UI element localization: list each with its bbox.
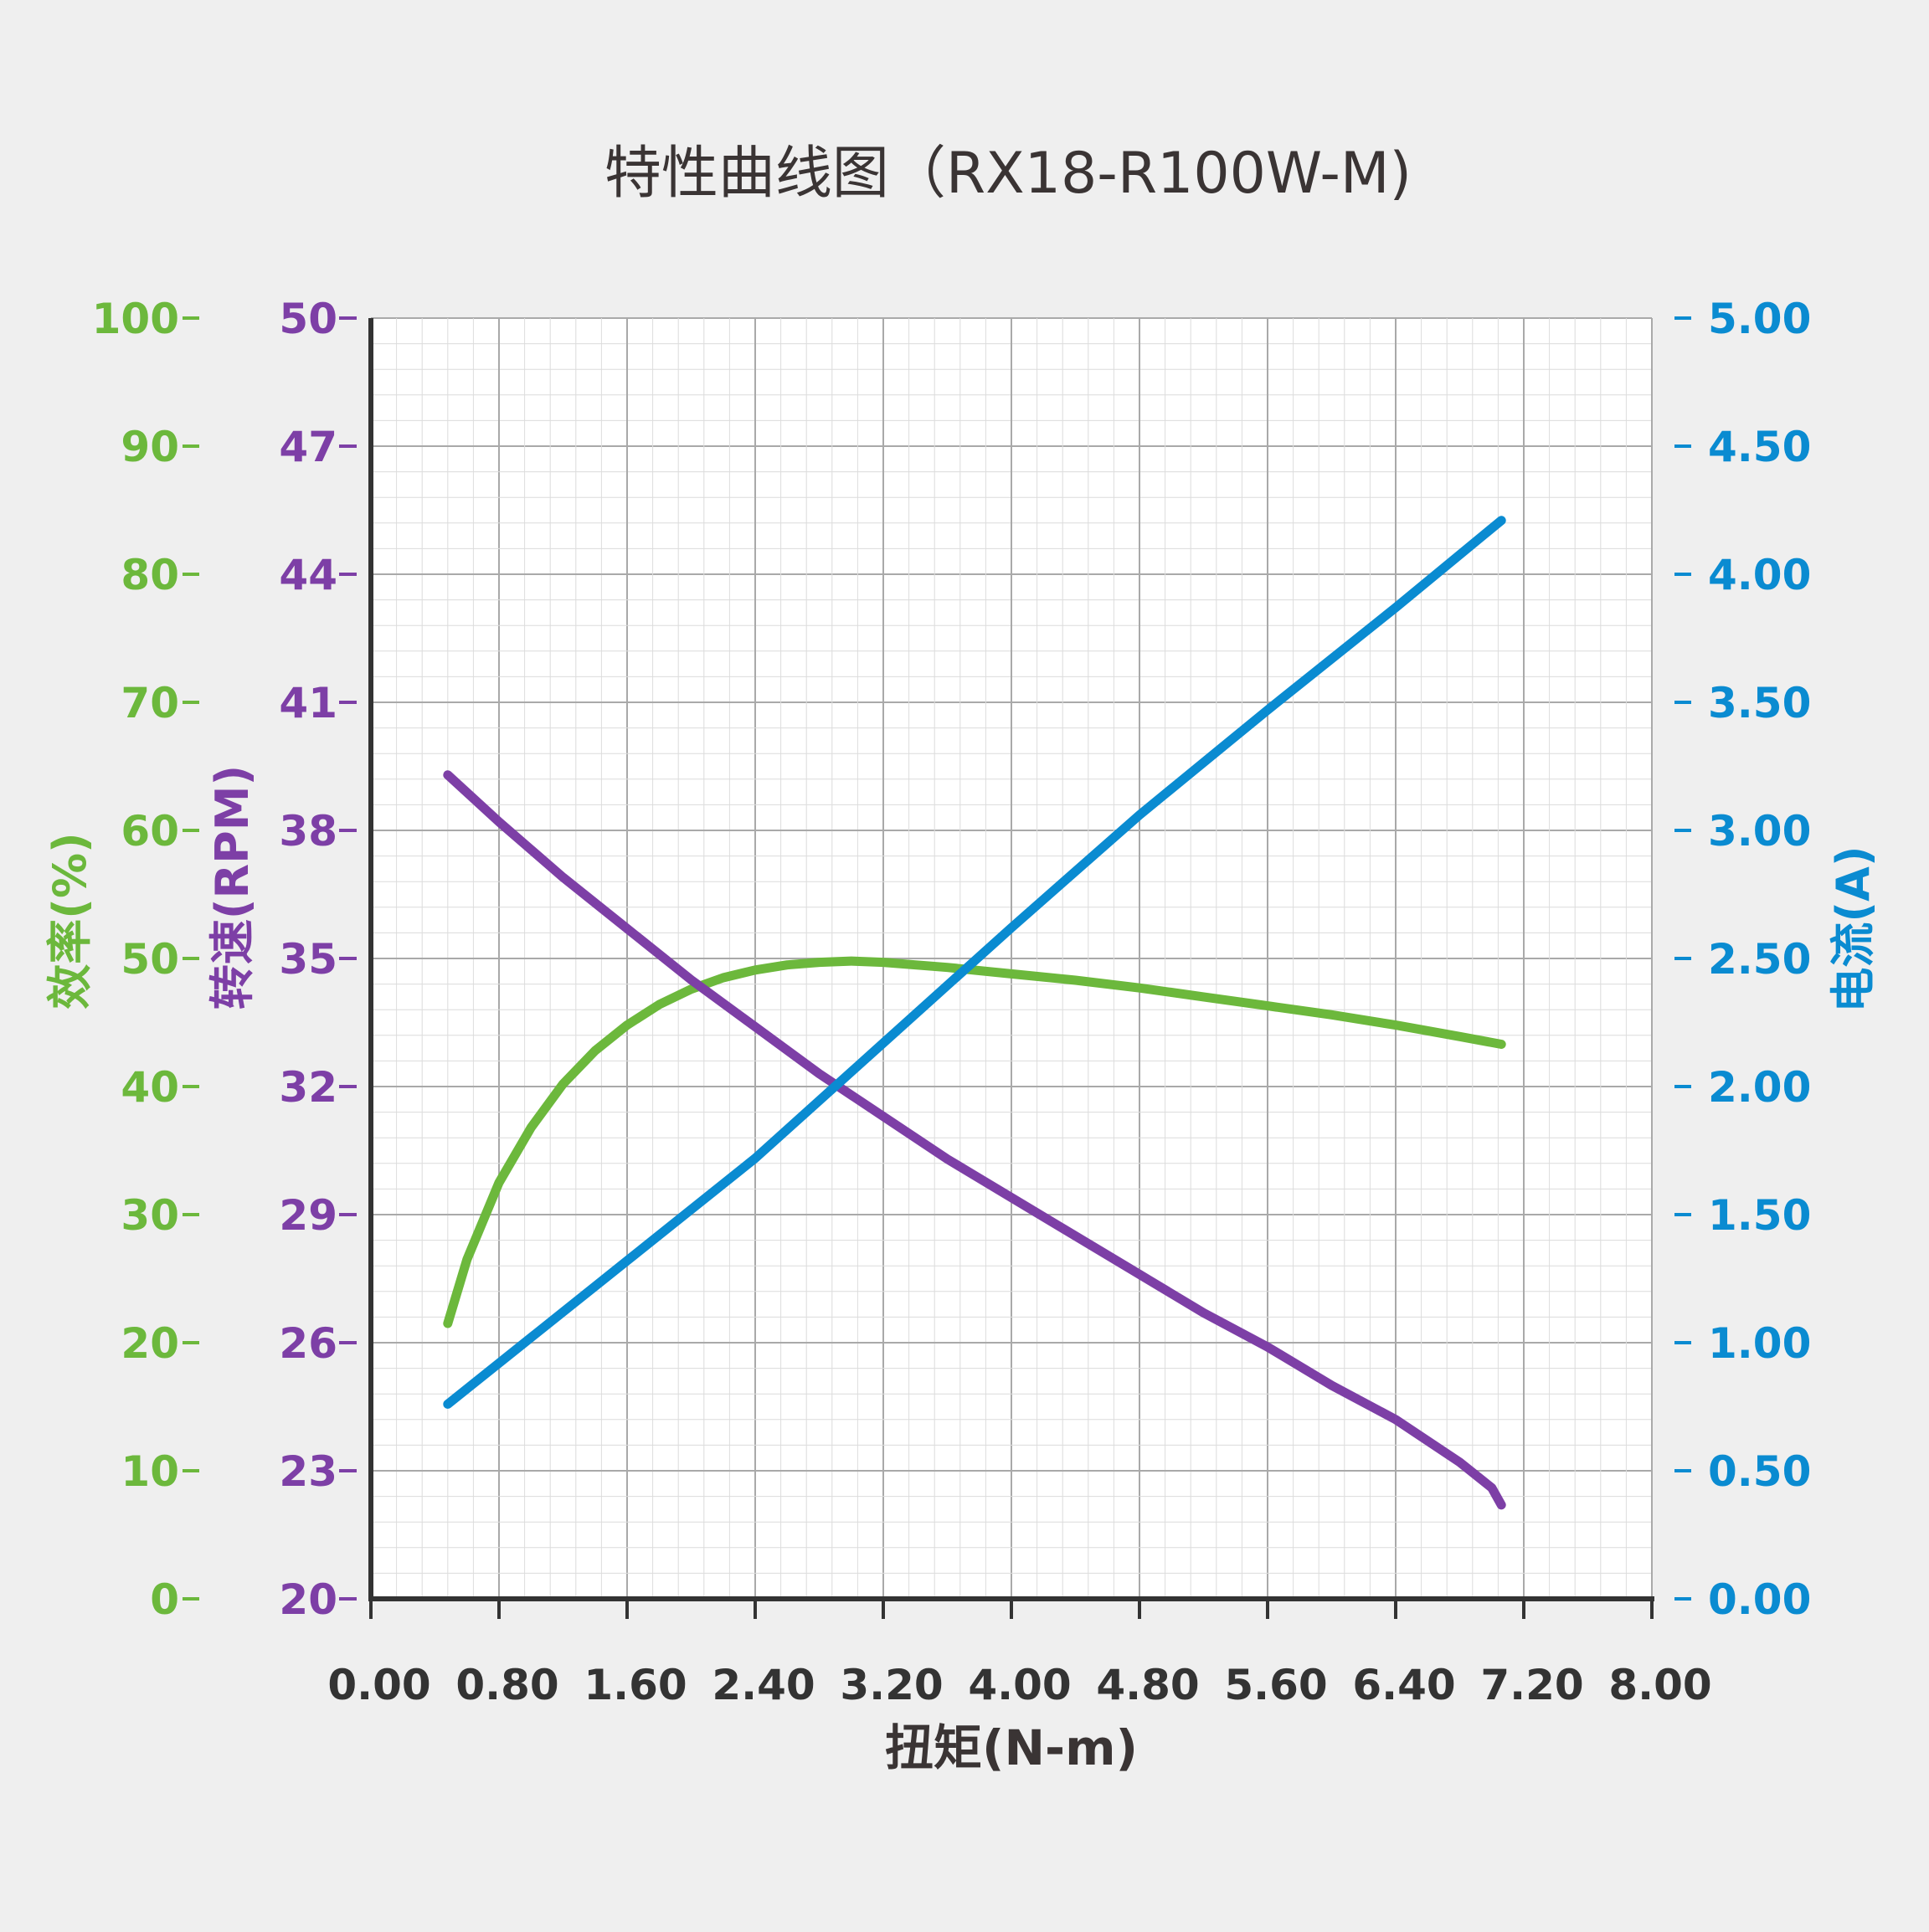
current-tick-label: 0.00 (1708, 1575, 1811, 1624)
x-tick-label: 0.80 (455, 1661, 558, 1709)
speed-tick-label: 47 (279, 423, 337, 471)
x-tick-label: 6.40 (1352, 1661, 1455, 1709)
efficiency-tick-label: 0 (150, 1575, 179, 1624)
speed-tick-label: 23 (279, 1447, 337, 1496)
current-axis-label: 电流(A) (1827, 845, 1880, 1012)
efficiency-tick-label: 90 (121, 423, 179, 471)
efficiency-tick-label: 40 (121, 1063, 179, 1112)
current-tick-label: 2.00 (1708, 1063, 1811, 1112)
speed-axis-label: 转速(RPM) (206, 765, 259, 1010)
x-tick-label: 7.20 (1480, 1661, 1583, 1709)
current-tick-label: 4.00 (1708, 551, 1811, 599)
efficiency-tick-label: 100 (92, 295, 179, 343)
efficiency-tick-label: 30 (121, 1191, 179, 1240)
efficiency-tick-label: 80 (121, 551, 179, 599)
speed-tick-label: 35 (279, 935, 337, 984)
x-tick-label: 8.00 (1608, 1661, 1711, 1709)
efficiency-series-line (443, 956, 1506, 1328)
efficiency-tick-label: 20 (121, 1319, 179, 1368)
speed-tick-label: 44 (279, 551, 337, 599)
chart-title: 特性曲线图（RX18-R100W-M) (604, 141, 1412, 207)
speed-tick-label: 26 (279, 1319, 337, 1368)
efficiency-tick-label: 10 (121, 1447, 179, 1496)
efficiency-tick-label: 60 (121, 807, 179, 856)
speed-series-line (443, 770, 1506, 1510)
efficiency-axis: 0 10 20 30 40 50 60 70 80 90 100 (92, 295, 199, 1624)
x-tick-label: 3.20 (840, 1661, 943, 1709)
speed-tick-label: 20 (279, 1575, 337, 1624)
x-axis-label: 扭矩(N-m) (885, 1719, 1138, 1776)
x-axis: 0.00 0.80 1.60 2.40 3.20 4.00 4.80 5.60 6.40 7.20… (327, 1599, 1712, 1709)
speed-tick-label: 32 (279, 1063, 337, 1112)
current-tick-label: 0.50 (1708, 1447, 1811, 1496)
x-tick-label: 4.00 (968, 1661, 1071, 1709)
x-tick-label: 5.60 (1224, 1661, 1327, 1709)
current-tick-label: 2.50 (1708, 935, 1811, 984)
efficiency-tick-label: 70 (121, 679, 179, 727)
current-tick-label: 4.50 (1708, 423, 1811, 471)
current-tick-label: 5.00 (1708, 295, 1811, 343)
efficiency-axis-label: 效率(%) (44, 832, 96, 1009)
x-tick-label: 1.60 (584, 1661, 687, 1709)
efficiency-tick-label: 50 (121, 935, 179, 984)
speed-tick-label: 50 (279, 295, 337, 343)
speed-tick-label: 41 (279, 679, 337, 727)
speed-tick-label: 29 (279, 1191, 337, 1240)
grid (370, 317, 1653, 1600)
current-series-line (443, 516, 1506, 1409)
current-tick-label: 3.50 (1708, 679, 1811, 727)
x-tick-label: 4.80 (1096, 1661, 1199, 1709)
x-tick-label: 2.40 (712, 1661, 815, 1709)
current-tick-label: 1.50 (1708, 1191, 1811, 1240)
x-tick-label: 0.00 (327, 1661, 430, 1709)
speed-tick-label: 38 (279, 807, 337, 856)
current-tick-label: 1.00 (1708, 1319, 1811, 1368)
series-group (443, 516, 1506, 1510)
current-tick-label: 3.00 (1708, 807, 1811, 856)
current-axis: 0.00 0.50 1.00 1.50 2.00 2.50 3.00 3.50 4.00 4.50… (1674, 295, 1811, 1624)
speed-axis: 20 23 26 29 32 35 38 41 44 47 50 (279, 295, 357, 1624)
